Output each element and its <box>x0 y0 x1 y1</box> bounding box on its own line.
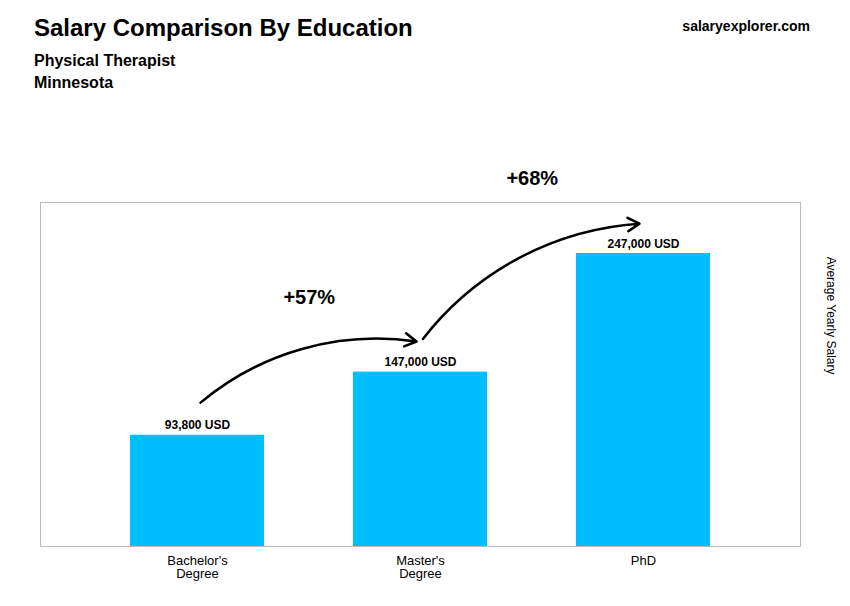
svg-text:+57%: +57% <box>283 286 335 308</box>
svg-text:Master'sDegree: Master'sDegree <box>396 553 445 581</box>
svg-text:93,800 USD: 93,800 USD <box>165 418 231 432</box>
svg-text:Bachelor'sDegree: Bachelor'sDegree <box>167 553 228 581</box>
svg-text:Average Yearly Salary: Average Yearly Salary <box>824 257 838 375</box>
svg-text:PhD: PhD <box>631 553 656 568</box>
svg-text:+68%: +68% <box>506 167 558 189</box>
html-text:salaryexplorer.com: salaryexplorer.com <box>682 18 810 34</box>
svg-text:147,000 USD: 147,000 USD <box>384 355 456 369</box>
html-text:Salary Comparison By Education: Salary Comparison By Education <box>34 14 413 41</box>
html-text:Physical Therapist: Physical Therapist <box>34 52 176 69</box>
html-text:Minnesota: Minnesota <box>34 74 114 91</box>
svg-text:247,000 USD: 247,000 USD <box>607 237 679 251</box>
